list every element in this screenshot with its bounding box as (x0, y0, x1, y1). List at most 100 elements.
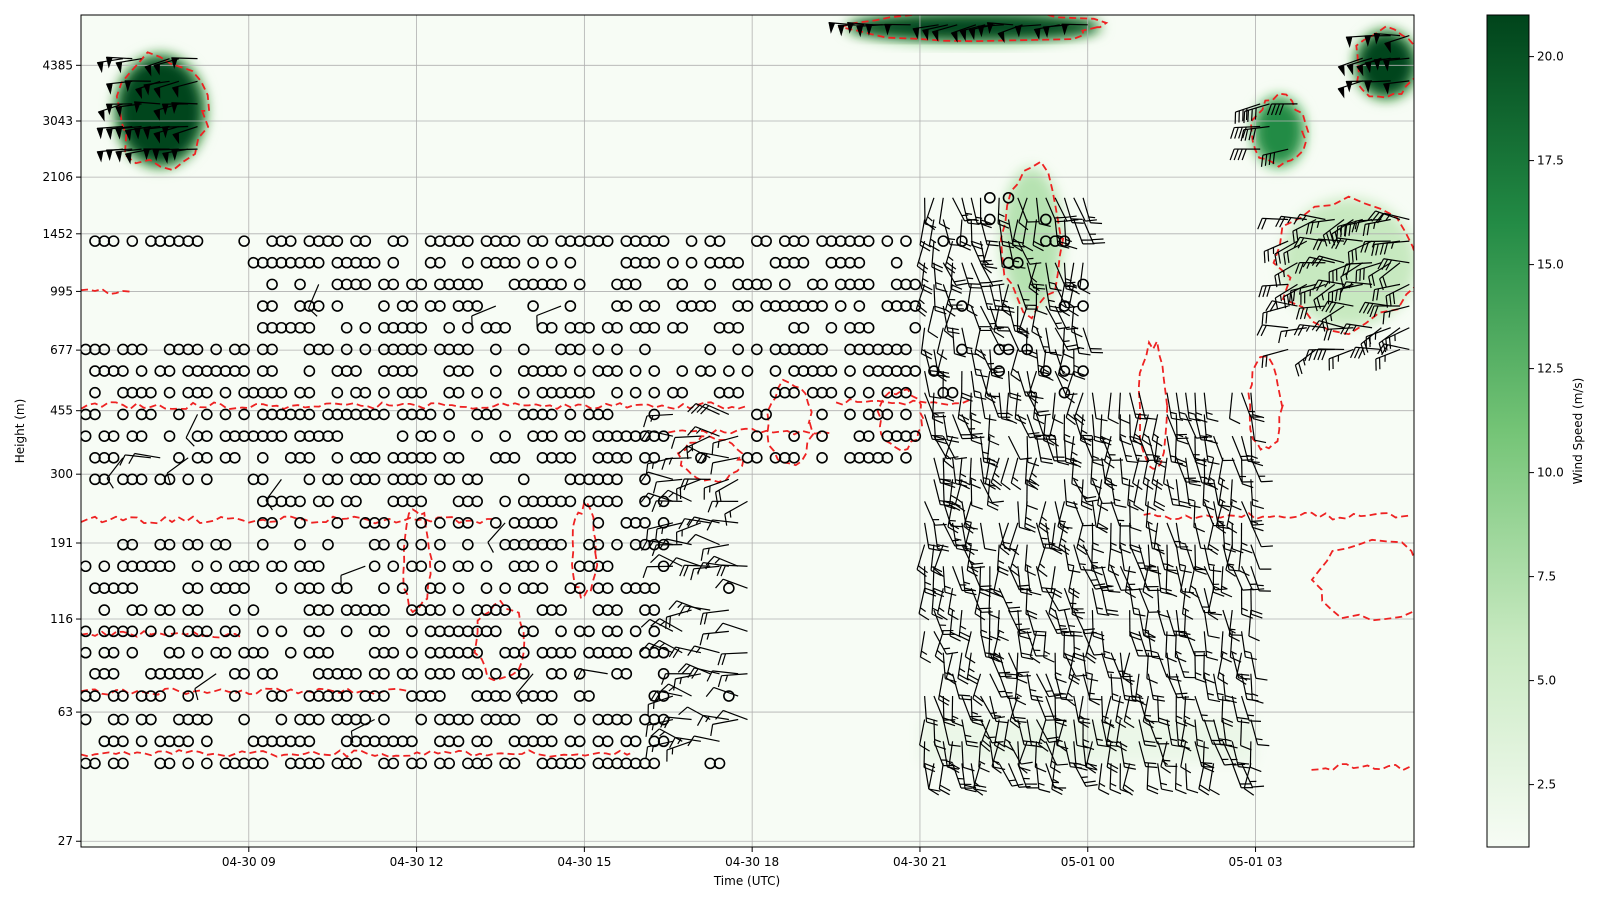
barb-flag (1302, 256, 1310, 268)
barb-flag (946, 261, 957, 270)
calm-marker (415, 343, 428, 356)
wind-barb (699, 630, 729, 646)
barb-flag (699, 613, 704, 625)
barb-staff (1166, 414, 1178, 439)
barb-half-flag (957, 777, 965, 780)
barb-pennant (1337, 64, 1345, 77)
barb-flag (659, 538, 667, 550)
barb-half-flag (1219, 498, 1226, 504)
barb-flag (645, 463, 649, 476)
wind-barb (1183, 610, 1196, 642)
barb-flag (991, 765, 1002, 774)
barb-staff (933, 414, 937, 441)
barb-flag (1091, 238, 1104, 241)
barb-flag (1127, 504, 1139, 511)
wind-barb (687, 735, 720, 747)
calm-marker (201, 452, 213, 464)
barb-half-flag (1116, 715, 1123, 720)
barb-half-flag (986, 302, 993, 305)
wind-barb (171, 102, 198, 114)
barb-flag (1316, 297, 1322, 309)
barb-half-flag (1218, 738, 1226, 741)
barb-staff (981, 240, 991, 267)
wind-barb (1225, 544, 1236, 577)
barb-staff (1024, 457, 1028, 484)
wind-barb (936, 588, 948, 621)
barb-half-flag (1029, 688, 1037, 692)
y-axis-label: Height (m) (13, 399, 27, 464)
wind-barb (1059, 284, 1071, 317)
barb-half-flag (1110, 542, 1117, 547)
barb-staff (1240, 457, 1243, 484)
contour-line (81, 749, 635, 759)
barb-pennant (105, 83, 113, 95)
wind-barb (1220, 631, 1232, 663)
barb-flag (650, 690, 658, 702)
barb-flag (1034, 634, 1047, 637)
calm-marker (825, 386, 838, 399)
barb-half-flag (1015, 693, 1022, 698)
barb-staff (647, 430, 674, 437)
barb-flag (1025, 609, 1038, 616)
barb-staff (979, 370, 989, 397)
contour-line (81, 687, 411, 696)
barb-flag (721, 653, 727, 666)
calm-marker (145, 625, 157, 638)
barb-half-flag (724, 675, 729, 682)
wind-barb (705, 555, 739, 567)
wind-barb (1250, 544, 1272, 570)
wind-barb (1250, 673, 1264, 704)
barb-flag (943, 483, 956, 489)
calm-marker (862, 278, 875, 291)
barb-staff (1222, 741, 1235, 766)
wind-barb (1372, 283, 1401, 302)
calm-marker (312, 560, 325, 573)
calm-marker (322, 495, 334, 508)
barb-staff (1145, 501, 1149, 528)
barb-flag (1021, 761, 1033, 765)
barb-staff (1212, 479, 1220, 506)
barb-staff (1073, 327, 1080, 354)
calm-marker (583, 321, 595, 334)
barb-flag (920, 656, 931, 664)
colorbar-tick-label: 10.0 (1537, 466, 1564, 480)
calm-marker (98, 604, 111, 616)
barb-pennant (884, 24, 892, 36)
calm-marker (340, 690, 353, 702)
barb-half-flag (983, 734, 990, 740)
wind-barb (1026, 436, 1040, 467)
barb-flag (1077, 543, 1088, 552)
barb-staff (713, 555, 739, 567)
barb-flag (1379, 243, 1385, 255)
barb-staff (1026, 609, 1036, 636)
barb-staff (1071, 588, 1075, 615)
barb-staff (1101, 566, 1110, 592)
barb-flag (949, 762, 961, 770)
barb-staff (1017, 501, 1021, 528)
barb-flag (1048, 439, 1059, 447)
barb-flag (1371, 274, 1376, 286)
barb-staff (1101, 696, 1104, 723)
barb-half-flag (1208, 476, 1215, 482)
barb-half-flag (1217, 520, 1224, 526)
barb-flag (1020, 457, 1032, 460)
wind-barb (1373, 32, 1401, 45)
wind-barb (1138, 719, 1157, 747)
wind-barb (659, 489, 692, 502)
barb-staff (1091, 414, 1096, 441)
barb-flag (1247, 110, 1250, 122)
calm-marker (434, 300, 446, 312)
calm-marker (424, 452, 437, 464)
barb-flag (971, 432, 983, 436)
barb-staff (1379, 262, 1401, 280)
wind-barb (1274, 262, 1298, 288)
wind-barb (1375, 348, 1401, 371)
barb-staff (667, 489, 692, 502)
barb-staff (1035, 327, 1046, 353)
wind-barb (1373, 57, 1401, 71)
barb-flag (679, 565, 685, 577)
wind-barb (1024, 544, 1037, 576)
barb-staff (1147, 719, 1159, 745)
wind-barb (710, 718, 739, 737)
wind-barb (1127, 479, 1139, 511)
